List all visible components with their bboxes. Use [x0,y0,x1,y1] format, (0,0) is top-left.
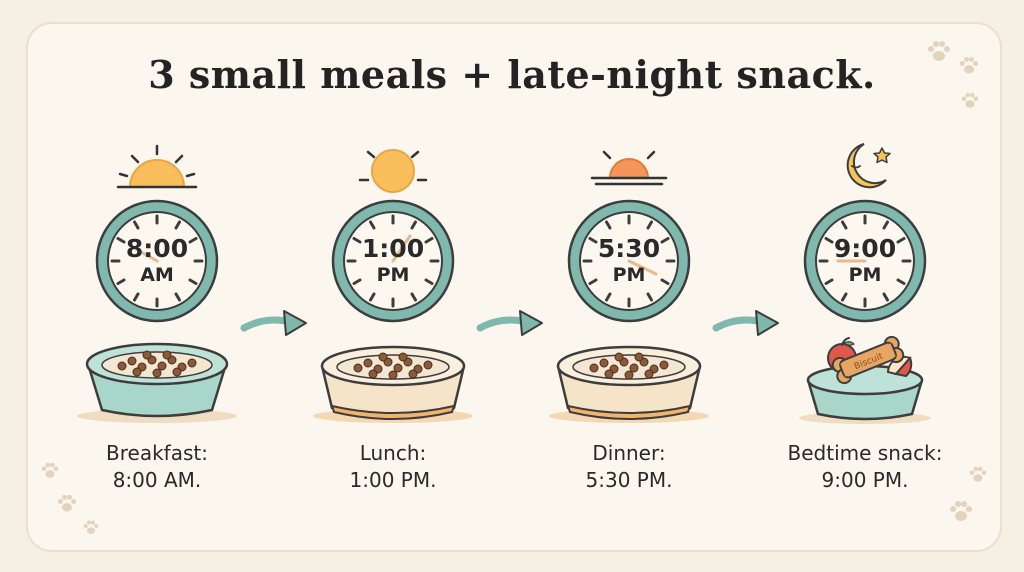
apple-slice-icon [886,355,913,378]
meal-breakfast: 8:00 AM Breakfast: 8:00 AM. [52,140,262,500]
clock-ampm: PM [376,263,410,286]
meal-dinner: 5:30 PM Dinner: 5:30 PM. [524,140,734,500]
paw-print-icon [959,56,979,74]
rising-sun-icon [116,144,198,189]
paw-print-icon [961,92,979,108]
meal-caption: Breakfast: 8:00 AM. [32,440,282,494]
food-bowl-icon [77,342,237,423]
meal-caption: Lunch: 1:00 PM. [268,440,518,494]
meal-bedtime-snack: 9:00 PM Biscuit Bedtime snack: 9:00 PM. [760,140,970,500]
paw-print-icon [969,466,987,482]
arrow-right-icon [476,310,543,336]
paw-print-icon [83,520,99,534]
arrow-right-icon [240,310,307,336]
page-title: 3 small meals + late-night snack. [148,52,876,97]
meal-time: 9:00 PM. [821,468,909,492]
meal-label: Bedtime snack: [787,441,943,465]
dog-biscuit-icon: Biscuit [831,336,905,385]
setting-sun-icon [590,150,668,186]
clock-time: 1:00 [361,234,425,264]
clock-icon [95,199,219,323]
meal-caption: Dinner: 5:30 PM. [504,440,754,494]
clock-readout: 9:00 PM [802,198,928,324]
meal-time: 5:30 PM. [585,468,673,492]
meal-label: Dinner: [592,441,666,465]
clock-time: 9:00 [833,234,897,264]
clock-ampm: PM [848,263,882,286]
food-bowl-icon [549,345,709,423]
clock-readout: 1:00 PM [330,198,456,324]
meal-time: 8:00 AM. [112,468,202,492]
arrow-right-icon [712,310,779,336]
clock-ampm: PM [612,263,646,286]
food-bowl-icon [313,345,473,423]
meal-label: Lunch: [359,441,427,465]
meal-caption: Bedtime snack: 9:00 PM. [740,440,990,494]
meal-time: 1:00 PM. [349,468,437,492]
clock-readout: 8:00 AM [94,198,220,324]
paw-print-icon [950,501,972,521]
moon-star-icon [846,143,891,189]
clock-icon [331,199,455,323]
clock-icon [803,199,927,323]
meal-lunch: 1:00 PM Lunch: 1:00 PM. [288,140,498,500]
clock-time: 8:00 [125,234,189,264]
clock-icon [567,199,691,323]
paw-print-icon [57,494,77,512]
paw-print-icon [928,41,950,61]
clock-time: 5:30 [597,234,661,264]
snack-bowl-icon: Biscuit [799,336,931,424]
clock-ampm: AM [140,263,174,286]
paw-print-icon [41,462,59,478]
sun-icon [358,149,428,193]
meal-label: Breakfast: [106,441,208,465]
clock-readout: 5:30 PM [566,198,692,324]
